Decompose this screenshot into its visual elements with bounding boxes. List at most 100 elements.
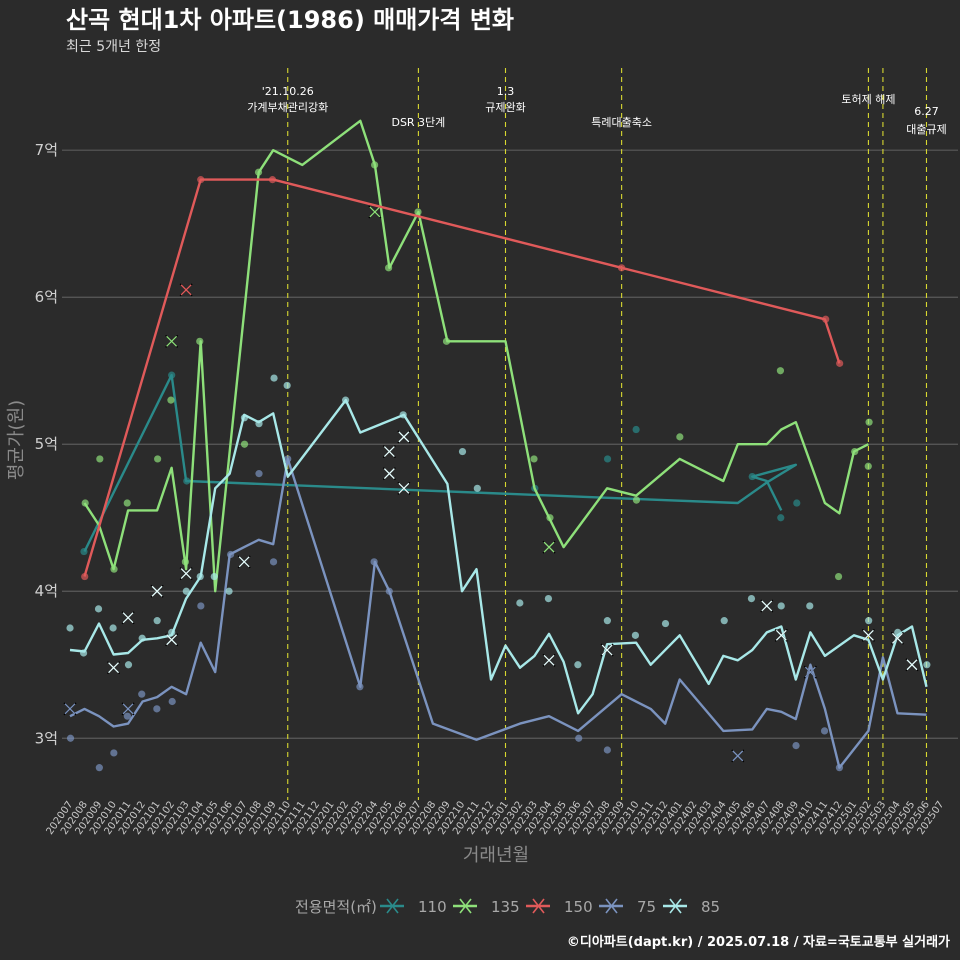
cancelled-point-marker-inner: [123, 704, 133, 714]
data-point: [197, 602, 204, 609]
cancelled-point-marker-inner: [907, 660, 917, 670]
data-point: [821, 727, 828, 734]
data-point: [110, 749, 117, 756]
data-point: [662, 620, 669, 627]
data-point: [66, 624, 73, 631]
cancelled-point-marker-inner: [65, 704, 75, 714]
event-markers: '21.10.26 가계부채관리강화 DSR 3단계 1.3 규제완화특례대출축소 토허제…: [247, 68, 946, 800]
legend-item-75: 75: [599, 898, 656, 916]
data-point: [167, 397, 174, 404]
legend-item-110: 110: [380, 898, 447, 916]
event-label: 대출규제: [906, 123, 946, 136]
data-point: [604, 617, 611, 624]
data-point: [124, 499, 131, 506]
series-line: [85, 121, 869, 591]
data-point: [154, 455, 161, 462]
event-label: 특례대출축소: [591, 116, 652, 129]
cancelled-point-marker-inner: [109, 663, 119, 673]
data-point: [530, 455, 537, 462]
data-point: [138, 691, 145, 698]
legend-label: 85: [701, 898, 720, 916]
data-point: [67, 735, 74, 742]
event-label: DSR 3단계: [391, 116, 445, 129]
x-axis-ticks: 2020072020082020092020102020112020122021…: [45, 799, 947, 837]
legend-item-85: 85: [663, 898, 720, 916]
data-point: [270, 558, 277, 565]
data-point: [125, 661, 132, 668]
series-150: [81, 176, 843, 580]
cancelled-point-marker-inner: [733, 751, 743, 761]
data-point: [241, 441, 248, 448]
legend-label: 135: [491, 898, 520, 916]
data-point: [748, 595, 755, 602]
data-point: [792, 742, 799, 749]
data-point: [806, 602, 813, 609]
cancelled-point-marker-inner: [399, 432, 409, 442]
y-axis-title: 평균가(원): [6, 400, 27, 480]
data-point: [284, 382, 291, 389]
series-line: [70, 400, 927, 713]
cancelled-point-marker-inner: [123, 613, 133, 623]
event-label: 가계부채관리강화: [247, 101, 328, 114]
data-point: [575, 735, 582, 742]
data-point: [793, 499, 800, 506]
cancelled-point-marker-inner: [167, 336, 177, 346]
data-point: [778, 602, 785, 609]
legend-label: 110: [418, 898, 447, 916]
event-label: 규제완화: [485, 101, 525, 114]
data-point: [604, 746, 611, 753]
data-point: [110, 624, 117, 631]
data-point: [633, 426, 640, 433]
cancelled-point-marker-inner: [399, 483, 409, 493]
legend: 전용면적(㎡) 110 135 150 75 85: [295, 898, 720, 916]
y-axis-ticks: 3억 4억 5억 6억 7억: [35, 141, 58, 747]
legend-item-150: 150: [526, 898, 593, 916]
y-tick-label: 4억: [35, 582, 58, 600]
event-label: 6.27: [914, 105, 939, 118]
series-135: [82, 121, 873, 591]
data-point: [95, 605, 102, 612]
data-point: [604, 455, 611, 462]
data-point: [865, 617, 872, 624]
data-point: [96, 764, 103, 771]
data-point: [676, 433, 683, 440]
data-point: [225, 588, 232, 595]
data-point: [545, 595, 552, 602]
chart-caption: ©디아파트(dapt.kr) / 2025.07.18 / 자료=국토교통부 실…: [567, 934, 950, 950]
data-point: [270, 374, 277, 381]
data-point: [633, 496, 640, 503]
legend-label: 150: [564, 898, 593, 916]
data-point: [777, 514, 784, 521]
cancelled-point-marker-inner: [544, 655, 554, 665]
data-point: [153, 705, 160, 712]
event-label: '21.10.26: [262, 85, 314, 98]
data-point: [632, 632, 639, 639]
legend-label: 75: [637, 898, 656, 916]
cancelled-point-marker-inner: [370, 207, 380, 217]
data-point: [211, 573, 218, 580]
cancelled-point-marker-inner: [384, 447, 394, 457]
y-tick-label: 5억: [35, 435, 58, 453]
event-label: 1.3: [497, 85, 515, 98]
data-point: [255, 470, 262, 477]
data-point: [574, 661, 581, 668]
event-label: 토허제 해제: [841, 92, 895, 106]
series-layer: [64, 121, 930, 771]
chart-title: 산곡 현대1차 아파트(1986) 매매가격 변화: [66, 6, 514, 34]
data-point: [777, 367, 784, 374]
y-tick-label: 7억: [35, 141, 58, 159]
data-point: [154, 617, 161, 624]
data-point: [516, 599, 523, 606]
data-point: [169, 698, 176, 705]
cancelled-point-marker-inner: [384, 469, 394, 479]
y-tick-label: 6억: [35, 288, 58, 306]
data-point: [865, 463, 872, 470]
legend-title: 전용면적(㎡): [295, 898, 377, 916]
data-point: [96, 455, 103, 462]
cancelled-point-marker-inner: [544, 542, 554, 552]
data-point: [721, 617, 728, 624]
chart-subtitle: 최근 5개년 한정: [66, 39, 161, 55]
cancelled-point-marker-inner: [181, 285, 191, 295]
x-axis-title: 거래년월: [463, 845, 529, 866]
